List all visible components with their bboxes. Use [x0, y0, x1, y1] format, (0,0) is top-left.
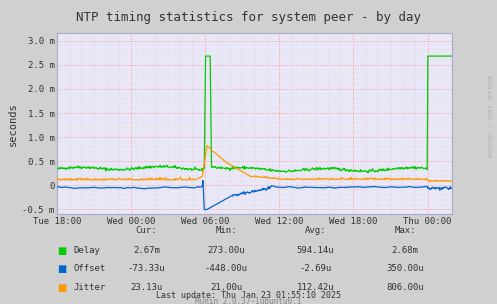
Text: ■: ■: [57, 264, 67, 275]
Text: RRDTOOL / TOBI OETIKER: RRDTOOL / TOBI OETIKER: [489, 74, 494, 157]
Y-axis label: seconds: seconds: [8, 102, 18, 146]
Text: 2.68m: 2.68m: [392, 246, 418, 255]
Text: -448.00u: -448.00u: [205, 264, 248, 274]
Text: Avg:: Avg:: [305, 226, 327, 236]
Text: 594.14u: 594.14u: [297, 246, 334, 255]
Text: Delay: Delay: [74, 246, 100, 255]
Text: -2.69u: -2.69u: [300, 264, 331, 274]
Text: 23.13u: 23.13u: [131, 283, 163, 292]
Text: Min:: Min:: [215, 226, 237, 236]
Text: Offset: Offset: [74, 264, 106, 274]
Text: ■: ■: [57, 246, 67, 256]
Text: Max:: Max:: [394, 226, 416, 236]
Text: 806.00u: 806.00u: [386, 283, 424, 292]
Text: Munin 2.0.37-1ubuntu0.1: Munin 2.0.37-1ubuntu0.1: [195, 296, 302, 304]
Text: 273.00u: 273.00u: [207, 246, 245, 255]
Text: ■: ■: [57, 283, 67, 293]
Text: 21.00u: 21.00u: [210, 283, 242, 292]
Text: 350.00u: 350.00u: [386, 264, 424, 274]
Text: NTP timing statistics for system peer - by day: NTP timing statistics for system peer - …: [76, 11, 421, 24]
Text: -73.33u: -73.33u: [128, 264, 166, 274]
Text: Cur:: Cur:: [136, 226, 158, 236]
Text: 2.67m: 2.67m: [133, 246, 160, 255]
Text: 112.42u: 112.42u: [297, 283, 334, 292]
Text: Last update: Thu Jan 23 01:55:10 2025: Last update: Thu Jan 23 01:55:10 2025: [156, 291, 341, 300]
Text: Jitter: Jitter: [74, 283, 106, 292]
